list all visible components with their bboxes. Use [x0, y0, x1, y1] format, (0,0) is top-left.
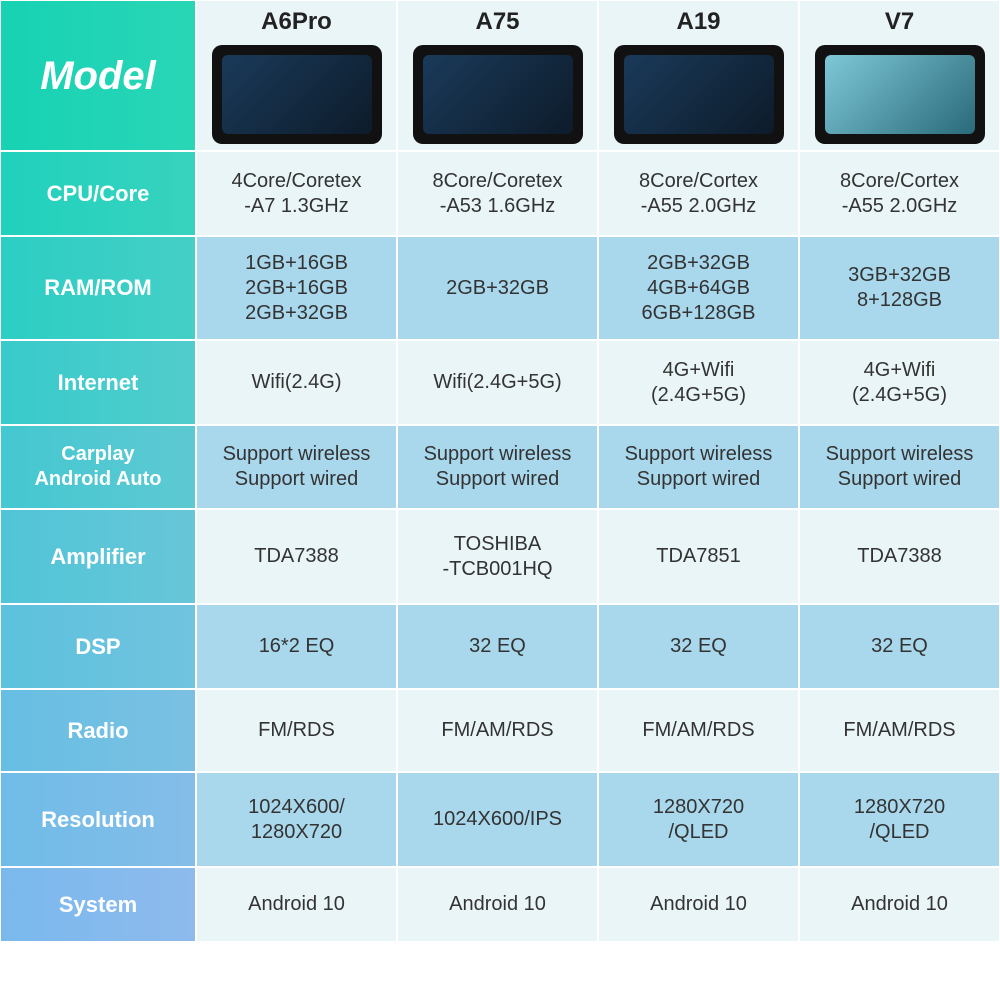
data-cell: 1024X600/IPS	[397, 772, 598, 867]
model-name: A6Pro	[261, 7, 332, 37]
data-cell: 1280X720 /QLED	[799, 772, 1000, 867]
row-label: RAM/ROM	[0, 236, 196, 340]
data-cell: FM/AM/RDS	[397, 689, 598, 772]
data-cell: 32 EQ	[598, 604, 799, 689]
data-cell: FM/RDS	[196, 689, 397, 772]
data-cell: FM/AM/RDS	[598, 689, 799, 772]
data-cell: Android 10	[799, 867, 1000, 942]
data-cell: 4Core/Coretex -A7 1.3GHz	[196, 151, 397, 236]
data-cell: 1024X600/ 1280X720	[196, 772, 397, 867]
row-label: Internet	[0, 340, 196, 425]
model-header-a75: A75	[397, 0, 598, 151]
data-cell: 32 EQ	[397, 604, 598, 689]
data-cell: 8Core/Cortex -A55 2.0GHz	[598, 151, 799, 236]
model-name: V7	[885, 7, 914, 37]
row-label-model: Model	[0, 0, 196, 151]
data-cell: 32 EQ	[799, 604, 1000, 689]
model-header-a19: A19	[598, 0, 799, 151]
data-cell: TDA7851	[598, 509, 799, 604]
data-cell: 2GB+32GB	[397, 236, 598, 340]
data-cell: Android 10	[397, 867, 598, 942]
row-label: CPU/Core	[0, 151, 196, 236]
model-name: A19	[676, 7, 720, 37]
data-cell: 1280X720 /QLED	[598, 772, 799, 867]
data-cell: 16*2 EQ	[196, 604, 397, 689]
row-label: Carplay Android Auto	[0, 425, 196, 509]
product-image	[413, 45, 583, 144]
data-cell: 8Core/Coretex -A53 1.6GHz	[397, 151, 598, 236]
data-cell: 3GB+32GB 8+128GB	[799, 236, 1000, 340]
data-cell: Wifi(2.4G)	[196, 340, 397, 425]
product-image	[212, 45, 382, 144]
model-header-v7: V7	[799, 0, 1000, 151]
row-label: Resolution	[0, 772, 196, 867]
data-cell: Android 10	[196, 867, 397, 942]
data-cell: 4G+Wifi (2.4G+5G)	[799, 340, 1000, 425]
row-label: Amplifier	[0, 509, 196, 604]
data-cell: Support wireless Support wired	[397, 425, 598, 509]
data-cell: Support wireless Support wired	[196, 425, 397, 509]
data-cell: 8Core/Cortex -A55 2.0GHz	[799, 151, 1000, 236]
data-cell: TDA7388	[799, 509, 1000, 604]
data-cell: TDA7388	[196, 509, 397, 604]
product-image	[614, 45, 784, 144]
data-cell: Support wireless Support wired	[598, 425, 799, 509]
data-cell: Wifi(2.4G+5G)	[397, 340, 598, 425]
data-cell: Support wireless Support wired	[799, 425, 1000, 509]
data-cell: 1GB+16GB 2GB+16GB 2GB+32GB	[196, 236, 397, 340]
data-cell: Android 10	[598, 867, 799, 942]
model-header-a6pro: A6Pro	[196, 0, 397, 151]
row-label: Radio	[0, 689, 196, 772]
comparison-table: Model A6Pro A75 A19 V7 CPU/Core4Core/Coretex …	[0, 0, 1000, 942]
data-cell: TOSHIBA -TCB001HQ	[397, 509, 598, 604]
data-cell: 4G+Wifi (2.4G+5G)	[598, 340, 799, 425]
product-image	[815, 45, 985, 144]
data-cell: 2GB+32GB 4GB+64GB 6GB+128GB	[598, 236, 799, 340]
row-label: System	[0, 867, 196, 942]
data-cell: FM/AM/RDS	[799, 689, 1000, 772]
model-name: A75	[475, 7, 519, 37]
row-label: DSP	[0, 604, 196, 689]
